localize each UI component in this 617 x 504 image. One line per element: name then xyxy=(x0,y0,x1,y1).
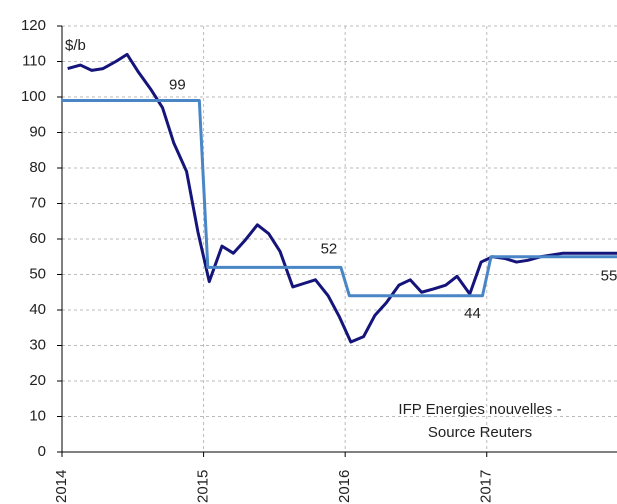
line-series xyxy=(62,99,617,298)
x-tick-label: 2015 xyxy=(195,470,212,503)
y-tick-label: 30 xyxy=(29,336,46,353)
data-label: 44 xyxy=(464,305,481,322)
x-tick-label: 2016 xyxy=(336,470,353,503)
data-label: 99 xyxy=(169,77,186,94)
y-tick-label: 100 xyxy=(21,88,46,105)
annotation: IFP Energies nouvelles - xyxy=(398,401,561,418)
y-tick-label: 0 xyxy=(38,443,46,460)
y-tick-label: 50 xyxy=(29,265,46,282)
y-tick-label: 120 xyxy=(21,17,46,34)
y-tick-label: 110 xyxy=(22,52,46,69)
line-series xyxy=(67,52,617,344)
x-tick-label: 2014 xyxy=(53,470,70,503)
y-tick-label: 20 xyxy=(29,372,46,389)
unit-label: $/b xyxy=(65,37,86,54)
y-tick-label: 90 xyxy=(29,123,46,140)
data-label: 52 xyxy=(321,240,338,257)
y-tick-label: 40 xyxy=(29,301,46,318)
x-tick-label: 2017 xyxy=(478,470,495,503)
y-tick-label: 10 xyxy=(29,407,46,424)
annotation: Source Reuters xyxy=(428,424,532,441)
y-tick-label: 80 xyxy=(29,159,46,176)
y-tick-label: 60 xyxy=(29,230,46,247)
y-tick-label: 70 xyxy=(29,194,46,211)
data-label: 55 xyxy=(601,268,617,285)
